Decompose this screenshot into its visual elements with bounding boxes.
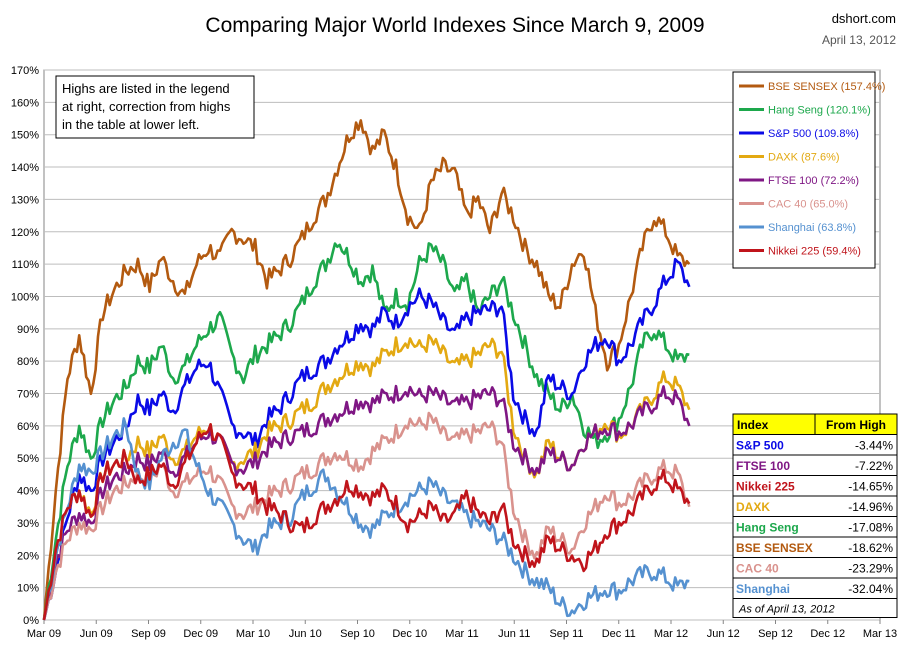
- y-tick-label: 60%: [17, 421, 39, 433]
- table-cell-value: -17.08%: [848, 521, 893, 535]
- legend-entry: BSE SENSEX (157.4%): [768, 81, 885, 93]
- y-tick-label: 70%: [17, 389, 39, 401]
- table-cell-index: DAXK: [736, 500, 770, 514]
- x-tick-label: Jun 10: [289, 628, 322, 640]
- date-label: April 13, 2012: [822, 33, 896, 47]
- table-cell-value: -23.29%: [848, 562, 893, 576]
- y-tick-label: 130%: [11, 194, 39, 206]
- legend-entry: CAC 40 (65.0%): [768, 199, 848, 211]
- legend-entry: S&P 500 (109.8%): [768, 128, 859, 140]
- legend-entry: Shanghai (63.8%): [768, 222, 856, 234]
- chart-title: Comparing Major World Indexes Since Marc…: [205, 14, 704, 37]
- y-tick-label: 20%: [17, 550, 39, 562]
- table-cell-value: -18.62%: [848, 541, 893, 555]
- series-line-hang-seng: [42, 242, 690, 621]
- y-tick-label: 100%: [11, 291, 39, 303]
- from-high-table: Index From High S&P 500 -3.44% FTSE 100 -7.22…: [732, 413, 898, 618]
- note-line: at right, correction from highs: [62, 99, 231, 114]
- y-tick-label: 0%: [23, 615, 39, 627]
- legend: BSE SENSEX (157.4%) Hang Seng (120.1%) S&P…: [732, 71, 885, 269]
- y-tick-label: 150%: [11, 130, 39, 142]
- y-tick-label: 90%: [17, 324, 39, 336]
- y-tick-label: 80%: [17, 356, 39, 368]
- x-tick-label: Sep 10: [340, 628, 375, 640]
- table-cell-index: FTSE 100: [736, 459, 790, 473]
- table-header-index: Index: [737, 418, 769, 432]
- x-tick-label: Mar 11: [445, 628, 478, 640]
- series-line-s-p-500: [42, 257, 691, 621]
- y-tick-label: 140%: [11, 162, 39, 174]
- note-box-frame: [55, 75, 255, 139]
- plot-area: 0% 10% 20% 30% 40% 50% 60% 70% 80% 90% 100% 110% 120…: [11, 65, 898, 640]
- note-box: Highs are listed in the legend at right, …: [55, 75, 255, 139]
- x-tick-label: Sep 09: [131, 628, 166, 640]
- source-label: dshort.com: [832, 11, 896, 26]
- legend-entry: Hang Seng (120.1%): [768, 105, 871, 117]
- x-tick-label: Jun 12: [707, 628, 740, 640]
- x-tick-label: Jun 09: [80, 628, 113, 640]
- table-cell-value: -14.65%: [848, 480, 893, 494]
- table-cell-index: Nikkei 225: [736, 480, 795, 494]
- series-line-bse-sensex: [42, 119, 691, 621]
- table-cell-index: BSE SENSEX: [736, 541, 813, 555]
- table-header-from-high: From High: [826, 418, 886, 432]
- y-tick-label: 40%: [17, 486, 39, 498]
- table-cell-value: -3.44%: [855, 439, 893, 453]
- table-cell-value: -14.96%: [848, 500, 893, 514]
- x-tick-label: Dec 11: [602, 628, 636, 640]
- x-tick-label: Mar 09: [27, 628, 61, 640]
- legend-entry: DAXK (87.6%): [768, 152, 840, 164]
- x-tick-label: Mar 12: [654, 628, 688, 640]
- table-footnote-row: [732, 598, 898, 618]
- table-footnote: As of April 13, 2012: [738, 604, 835, 616]
- legend-entry: FTSE 100 (72.2%): [768, 175, 859, 187]
- y-tick-label: 30%: [17, 518, 39, 530]
- table-cell-index: Shanghai: [736, 582, 790, 596]
- x-tick-label: Mar 13: [863, 628, 897, 640]
- series-line-ftse-100: [42, 384, 691, 621]
- y-tick-label: 170%: [11, 65, 39, 77]
- x-tick-label: Dec 12: [810, 628, 845, 640]
- y-tick-label: 50%: [17, 453, 39, 465]
- y-tick-label: 160%: [11, 97, 39, 109]
- table-cell-index: CAC 40: [736, 562, 779, 576]
- x-tick-label: Mar 10: [236, 628, 270, 640]
- table-cell-value: -7.22%: [855, 459, 893, 473]
- x-tick-label: Sep 12: [758, 628, 793, 640]
- table-cell-index: Hang Seng: [736, 521, 799, 535]
- y-tick-label: 10%: [17, 583, 39, 595]
- y-tick-label: 110%: [12, 259, 40, 271]
- x-tick-label: Jun 11: [498, 628, 530, 640]
- note-line: Highs are listed in the legend: [62, 81, 230, 96]
- legend-entry: Nikkei 225 (59.4%): [768, 246, 861, 258]
- legend-frame: [732, 71, 876, 269]
- x-tick-label: Sep 11: [549, 628, 583, 640]
- series-line-nikkei-225: [42, 423, 691, 621]
- note-line: in the table at lower left.: [62, 117, 199, 132]
- table-cell-index: S&P 500: [736, 439, 784, 453]
- x-tick-label: Dec 10: [392, 628, 427, 640]
- table-cell-value: -32.04%: [848, 582, 893, 596]
- x-tick-label: Dec 09: [183, 628, 218, 640]
- y-tick-label: 120%: [11, 227, 39, 239]
